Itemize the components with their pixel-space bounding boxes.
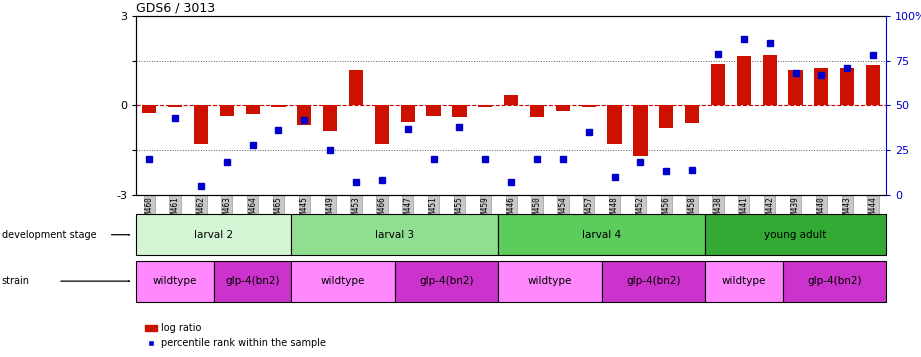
Bar	[220, 105, 234, 116]
Text: GDS6 / 3013: GDS6 / 3013	[136, 1, 216, 14]
Bar	[634, 105, 647, 156]
Bar	[866, 65, 880, 105]
Bar	[142, 105, 157, 113]
Bar	[291, 261, 395, 302]
Bar	[555, 105, 570, 111]
Text: wildtype: wildtype	[153, 276, 197, 286]
Bar	[323, 105, 337, 131]
Bar	[659, 105, 673, 128]
Legend: log ratio, percentile rank within the sample: log ratio, percentile rank within the sa…	[141, 320, 330, 352]
Text: glp-4(bn2): glp-4(bn2)	[626, 276, 681, 286]
Bar	[395, 261, 498, 302]
Text: glp-4(bn2): glp-4(bn2)	[226, 276, 280, 286]
Bar	[498, 261, 601, 302]
Text: development stage: development stage	[2, 230, 97, 240]
Bar	[814, 68, 829, 105]
Text: glp-4(bn2): glp-4(bn2)	[419, 276, 473, 286]
Bar	[246, 105, 260, 114]
Bar	[737, 56, 751, 105]
Bar	[426, 105, 441, 116]
Bar	[452, 105, 467, 117]
Bar	[840, 68, 855, 105]
Bar	[705, 214, 886, 255]
Bar	[349, 70, 363, 105]
Bar	[136, 261, 214, 302]
Bar	[581, 105, 596, 107]
Text: glp-4(bn2): glp-4(bn2)	[807, 276, 861, 286]
Text: strain: strain	[2, 276, 29, 286]
Text: larval 3: larval 3	[375, 230, 414, 240]
Bar	[788, 70, 802, 105]
Bar	[711, 64, 725, 105]
Bar	[401, 105, 414, 122]
Text: wildtype: wildtype	[321, 276, 366, 286]
Bar	[685, 105, 699, 123]
Bar	[214, 261, 291, 302]
Bar	[705, 261, 783, 302]
Text: wildtype: wildtype	[528, 276, 572, 286]
Bar	[291, 214, 498, 255]
Bar	[608, 105, 622, 144]
Bar	[530, 105, 544, 117]
Bar	[193, 105, 208, 144]
Text: wildtype: wildtype	[722, 276, 766, 286]
Text: larval 2: larval 2	[194, 230, 233, 240]
Bar	[272, 105, 286, 107]
Bar	[168, 105, 182, 107]
Text: young adult: young adult	[764, 230, 827, 240]
Bar	[498, 214, 705, 255]
Text: larval 4: larval 4	[582, 230, 621, 240]
Bar	[297, 105, 311, 125]
Bar	[504, 95, 519, 105]
Bar	[478, 105, 493, 107]
Bar	[601, 261, 705, 302]
Bar	[763, 55, 776, 105]
Bar	[783, 261, 886, 302]
Bar	[375, 105, 389, 144]
Bar	[136, 214, 291, 255]
